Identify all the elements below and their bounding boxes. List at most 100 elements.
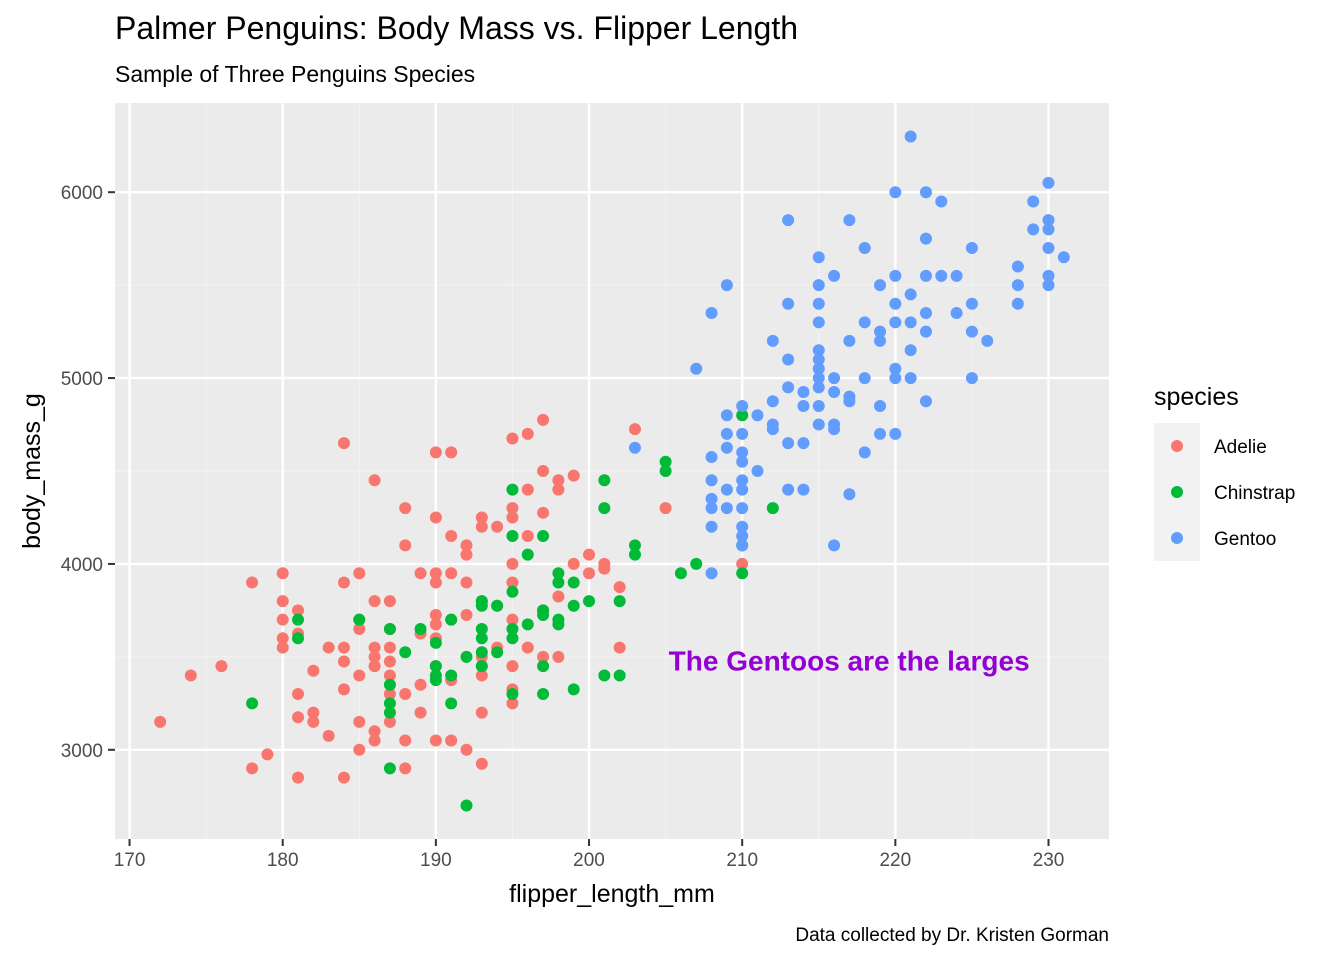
point-gentoo: [874, 334, 887, 347]
point-adelie: [445, 567, 458, 580]
point-adelie: [429, 618, 442, 631]
point-adelie: [414, 567, 427, 580]
chart-title: Palmer Penguins: Body Mass vs. Flipper L…: [115, 10, 798, 46]
x-tick-label: 170: [114, 850, 146, 871]
point-gentoo: [812, 279, 825, 292]
point-gentoo: [766, 423, 779, 436]
point-chinstrap: [383, 678, 396, 691]
legend-label-gentoo: Gentoo: [1214, 529, 1276, 550]
point-gentoo: [812, 344, 825, 357]
point-gentoo: [843, 395, 856, 408]
point-gentoo: [720, 279, 733, 292]
point-chinstrap: [383, 697, 396, 710]
point-gentoo: [705, 307, 718, 320]
point-gentoo: [628, 441, 641, 454]
point-adelie: [506, 502, 519, 515]
legend-swatch: [1171, 486, 1183, 498]
point-gentoo: [889, 269, 902, 282]
point-gentoo: [950, 307, 963, 320]
point-adelie: [537, 413, 550, 426]
legend: species Adelie Chinstrap Gentoo: [1154, 383, 1295, 561]
point-gentoo: [812, 399, 825, 412]
point-adelie: [506, 557, 519, 570]
point-adelie: [337, 655, 350, 668]
point-chinstrap: [475, 660, 488, 673]
point-gentoo: [766, 334, 779, 347]
point-adelie: [736, 557, 749, 570]
point-adelie: [353, 622, 366, 635]
chart-caption: Data collected by Dr. Kristen Gorman: [795, 925, 1109, 946]
point-chinstrap: [567, 683, 580, 696]
point-adelie: [322, 729, 335, 742]
point-gentoo: [751, 409, 764, 422]
point-adelie: [276, 567, 289, 580]
point-gentoo: [797, 399, 810, 412]
point-adelie: [368, 725, 381, 738]
point-adelie: [261, 748, 274, 761]
point-adelie: [184, 669, 197, 682]
point-adelie: [337, 771, 350, 784]
point-gentoo: [828, 423, 841, 436]
point-adelie: [521, 483, 534, 496]
point-adelie: [399, 539, 412, 552]
point-gentoo: [812, 251, 825, 264]
point-chinstrap: [491, 646, 504, 659]
point-gentoo: [736, 446, 749, 459]
point-chinstrap: [537, 688, 550, 701]
point-gentoo: [828, 386, 841, 399]
point-gentoo: [720, 409, 733, 422]
point-adelie: [491, 520, 504, 533]
point-chinstrap: [690, 557, 703, 570]
point-adelie: [460, 609, 473, 622]
point-adelie: [337, 576, 350, 589]
point-adelie: [537, 650, 550, 663]
point-adelie: [307, 715, 320, 728]
point-gentoo: [797, 437, 810, 450]
point-chinstrap: [628, 548, 641, 561]
point-gentoo: [736, 502, 749, 515]
point-gentoo: [690, 362, 703, 375]
point-adelie: [399, 688, 412, 701]
point-gentoo: [736, 455, 749, 468]
point-gentoo: [1042, 279, 1055, 292]
point-gentoo: [981, 334, 994, 347]
point-chinstrap: [445, 613, 458, 626]
point-adelie: [322, 641, 335, 654]
point-chinstrap: [598, 474, 611, 487]
point-gentoo: [720, 483, 733, 496]
point-adelie: [552, 650, 565, 663]
point-adelie: [521, 530, 534, 543]
point-adelie: [659, 502, 672, 515]
point-gentoo: [843, 488, 856, 501]
point-chinstrap: [506, 585, 519, 598]
point-adelie: [475, 520, 488, 533]
point-chinstrap: [491, 599, 504, 612]
point-adelie: [215, 660, 228, 673]
legend-swatch: [1171, 532, 1183, 544]
point-gentoo: [1042, 223, 1055, 236]
legend-title: species: [1154, 383, 1239, 411]
point-gentoo: [1042, 176, 1055, 189]
point-gentoo: [858, 241, 871, 254]
point-chinstrap: [583, 595, 596, 608]
point-adelie: [368, 734, 381, 747]
point-chinstrap: [292, 613, 305, 626]
point-chinstrap: [383, 622, 396, 635]
point-adelie: [368, 595, 381, 608]
point-adelie: [337, 683, 350, 696]
point-gentoo: [1011, 279, 1024, 292]
point-gentoo: [935, 195, 948, 208]
point-gentoo: [705, 451, 718, 464]
point-adelie: [337, 437, 350, 450]
point-gentoo: [720, 441, 733, 454]
point-adelie: [552, 590, 565, 603]
point-gentoo: [812, 297, 825, 310]
point-gentoo: [919, 395, 932, 408]
point-gentoo: [828, 372, 841, 385]
point-adelie: [292, 688, 305, 701]
point-adelie: [475, 757, 488, 770]
point-adelie: [445, 446, 458, 459]
point-gentoo: [889, 427, 902, 440]
point-adelie: [429, 576, 442, 589]
